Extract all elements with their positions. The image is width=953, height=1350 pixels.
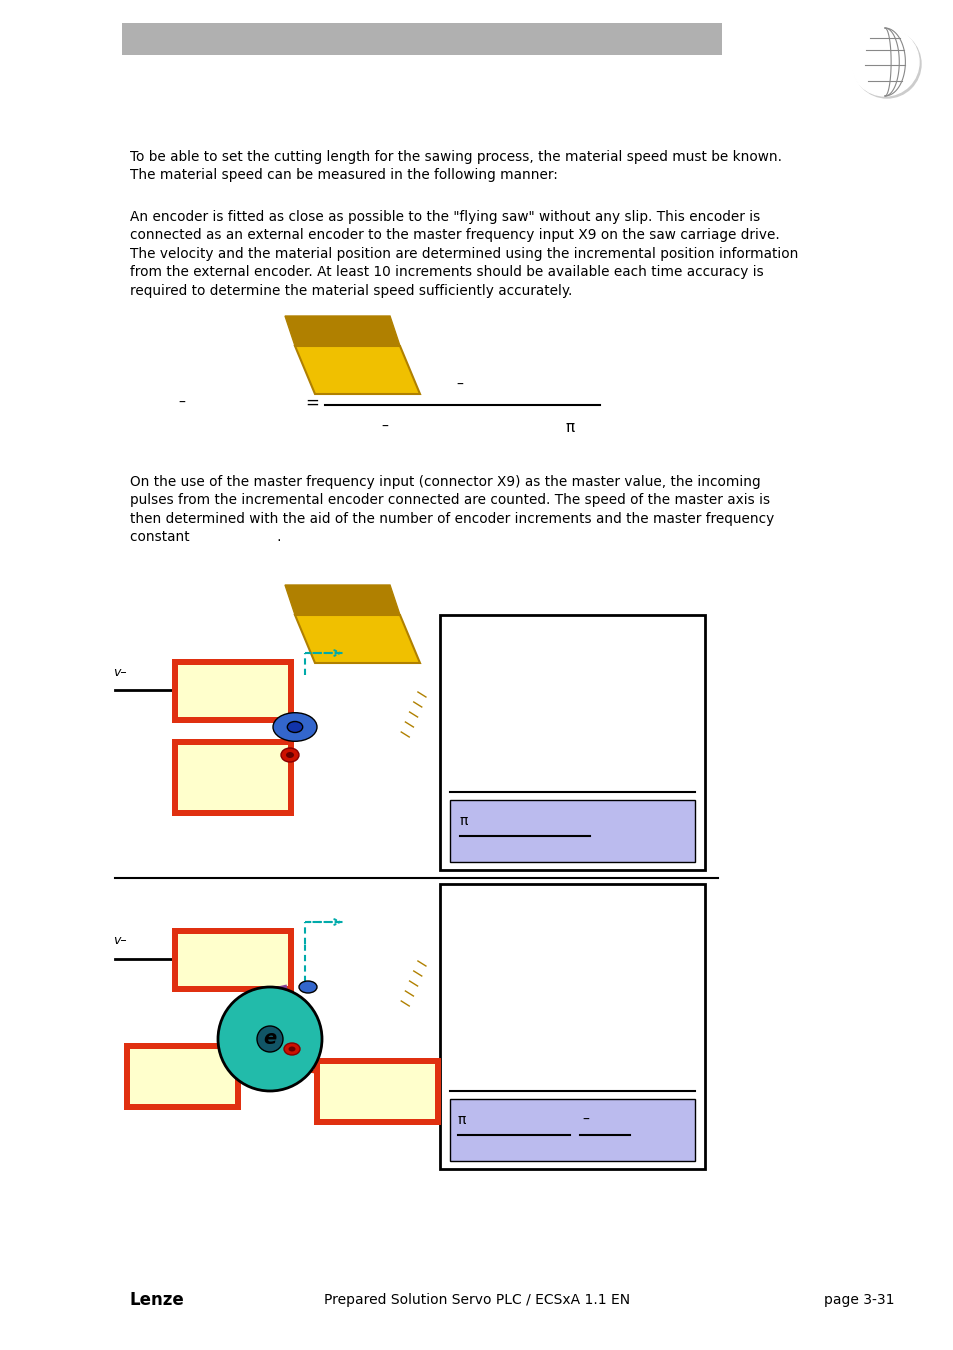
Bar xyxy=(172,659,294,724)
Circle shape xyxy=(256,1026,283,1052)
Bar xyxy=(439,884,704,1169)
Circle shape xyxy=(850,28,918,96)
Text: Prepared Solution Servo PLC / ECSxA 1.1 EN: Prepared Solution Servo PLC / ECSxA 1.1 … xyxy=(324,1293,629,1307)
Polygon shape xyxy=(294,616,419,663)
Text: –: – xyxy=(456,378,463,392)
Text: v–: v– xyxy=(112,934,127,948)
Bar xyxy=(450,1099,695,1161)
Text: page 3-31: page 3-31 xyxy=(823,1293,894,1307)
Ellipse shape xyxy=(284,1044,299,1054)
Bar xyxy=(124,1044,241,1110)
Bar xyxy=(178,934,288,986)
Circle shape xyxy=(218,987,322,1091)
Text: e: e xyxy=(263,1030,276,1049)
Bar xyxy=(172,738,294,815)
Bar xyxy=(122,23,721,55)
Bar xyxy=(178,745,288,810)
Bar xyxy=(314,1058,440,1125)
Bar xyxy=(172,927,294,992)
Ellipse shape xyxy=(298,981,316,994)
Bar xyxy=(130,1049,234,1104)
Bar xyxy=(439,616,704,869)
Ellipse shape xyxy=(288,1046,295,1052)
Text: –: – xyxy=(381,420,388,433)
Circle shape xyxy=(852,30,920,99)
Text: π: π xyxy=(459,814,468,828)
Ellipse shape xyxy=(287,721,302,733)
Ellipse shape xyxy=(281,748,298,761)
Text: To be able to set the cutting length for the sawing process, the material speed : To be able to set the cutting length for… xyxy=(130,150,781,182)
Text: Lenze: Lenze xyxy=(130,1291,185,1310)
Text: π: π xyxy=(457,1112,466,1127)
Text: –: – xyxy=(581,1112,588,1127)
Ellipse shape xyxy=(286,752,294,757)
Polygon shape xyxy=(285,585,399,616)
Bar xyxy=(319,1064,435,1119)
Text: An encoder is fitted as close as possible to the "flying saw" without any slip. : An encoder is fitted as close as possibl… xyxy=(130,211,798,297)
Text: π: π xyxy=(565,420,574,435)
Text: v–: v– xyxy=(112,666,127,679)
Text: =: = xyxy=(305,394,318,412)
Ellipse shape xyxy=(273,713,316,741)
Polygon shape xyxy=(285,316,399,346)
Text: –: – xyxy=(178,396,185,410)
Bar xyxy=(450,801,695,863)
Bar xyxy=(178,666,288,717)
Polygon shape xyxy=(294,346,419,394)
Text: On the use of the master frequency input (connector X9) as the master value, the: On the use of the master frequency input… xyxy=(130,475,774,544)
